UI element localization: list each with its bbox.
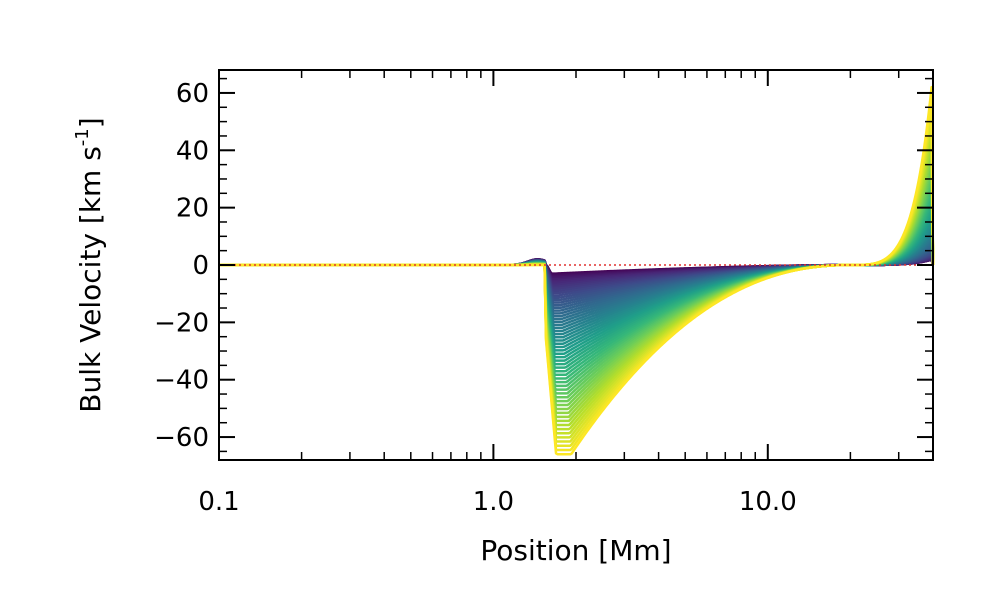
y-axis-label: Bulk Velocity [km s-1] bbox=[72, 117, 107, 412]
y-tick-label: −20 bbox=[154, 308, 209, 338]
y-tick-label: 40 bbox=[176, 136, 209, 166]
series-layer bbox=[219, 85, 935, 456]
y-axis-label-main: Bulk Velocity [km s bbox=[74, 146, 107, 413]
y-tick-label: 20 bbox=[176, 194, 209, 224]
y-axis-label-close: ] bbox=[74, 117, 107, 128]
x-axis-label: Position [Mm] bbox=[480, 534, 671, 567]
y-axis-label-superscript: -1 bbox=[72, 128, 93, 146]
x-tick-label: 10.0 bbox=[739, 487, 797, 517]
y-tick-label: −60 bbox=[154, 423, 209, 453]
y-axis-label-group: Bulk Velocity [km s-1] bbox=[72, 117, 107, 412]
x-tick-label: 1.0 bbox=[473, 487, 514, 517]
y-tick-label: −40 bbox=[154, 366, 209, 396]
x-tick-label: 0.1 bbox=[198, 487, 239, 517]
series-line-60 bbox=[219, 85, 935, 456]
y-tick-label: 0 bbox=[192, 251, 209, 281]
y-tick-label: 60 bbox=[176, 79, 209, 109]
ticks-layer: 0.1 1.0 10.0 −60 −40 −20 0 20 40 60 bbox=[154, 70, 934, 517]
